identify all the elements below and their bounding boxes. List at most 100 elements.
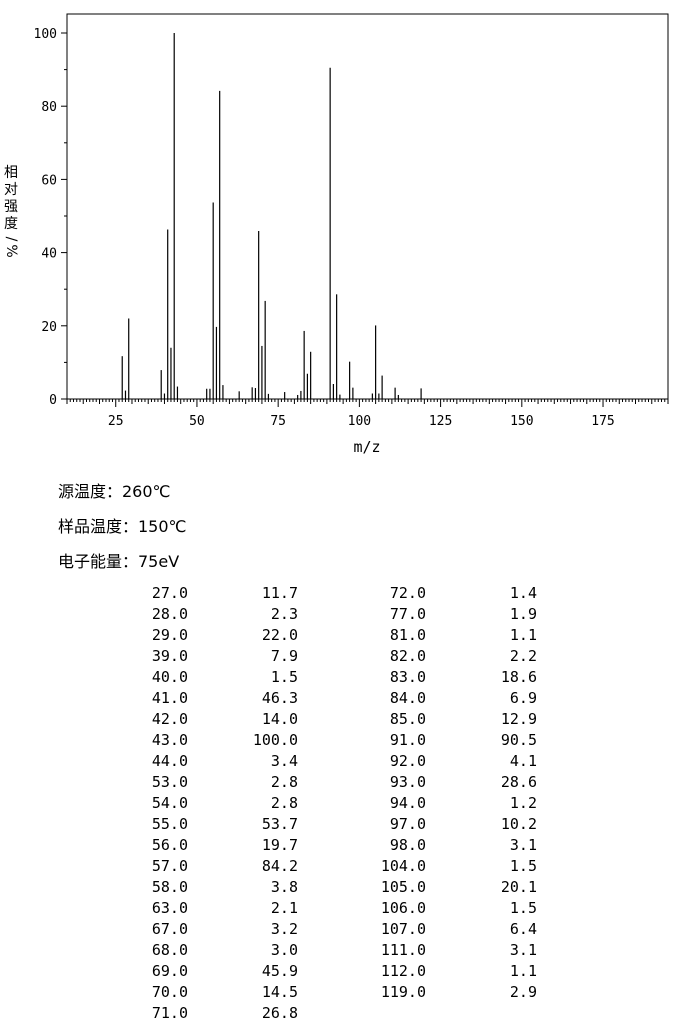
table-intensity-cell: 2.3 [270,605,298,623]
table-mz-cell: 63.0 [151,899,188,917]
table-intensity-cell: 45.9 [261,962,298,980]
table-intensity-cell: 28.6 [500,773,537,791]
table-mz-cell: 107.0 [380,920,426,938]
x-tick-label: 100 [348,414,371,429]
table-mz-cell: 57.0 [151,857,188,875]
x-tick-label: 150 [510,414,533,429]
plot-frame [66,13,669,400]
table-intensity-cell: 1.1 [509,626,537,644]
table-mz-cell: 54.0 [151,794,188,812]
x-tick-label: 50 [189,414,205,429]
table-mz-cell: 91.0 [389,731,426,749]
table-intensity-cell: 84.2 [261,857,298,875]
table-mz-cell: 27.0 [151,584,188,602]
table-intensity-cell: 2.8 [270,773,298,791]
table-mz-cell: 106.0 [380,899,426,917]
table-intensity-cell: 2.1 [270,899,298,917]
y-axis-label: 相对强度 /% [2,165,20,258]
table-intensity-cell: 3.8 [270,878,298,896]
y-axis-label-char: 度 [4,216,18,232]
table-mz-cell: 41.0 [151,689,188,707]
table-mz-cell: 98.0 [389,836,426,854]
table-mz-cell: 58.0 [151,878,188,896]
table-intensity-cell: 10.2 [500,815,537,833]
table-mz-cell: 105.0 [380,878,426,896]
sample-temperature: 样品温度：150℃ [58,517,187,536]
table-mz-cell: 71.0 [151,1004,188,1022]
y-tick-label: 40 [41,247,57,262]
y-axis: 0 20 40 60 80 100 [34,27,67,408]
y-axis-label-char: 强 [4,199,18,215]
table-mz-cell: 56.0 [151,836,188,854]
y-axis-label-char: 对 [4,182,18,198]
table-mz-cell: 97.0 [389,815,426,833]
table-intensity-cell: 14.5 [261,983,298,1001]
table-mz-cell: 104.0 [380,857,426,875]
table-intensity-cell: 3.4 [270,752,298,770]
table-intensity-cell: 3.1 [509,941,537,959]
table-intensity-cell: 18.6 [500,668,537,686]
table-intensity-cell: 22.0 [261,626,298,644]
table-mz-cell: 119.0 [380,983,426,1001]
y-axis-label-char: 相 [4,165,18,181]
table-intensity-cell: 2.8 [270,794,298,812]
y-tick-label: 60 [41,173,57,188]
table-mz-cell: 69.0 [151,962,188,980]
table-mz-cell: 55.0 [151,815,188,833]
table-intensity-cell: 6.4 [509,920,537,938]
table-intensity-cell: 3.0 [270,941,298,959]
table-mz-cell: 68.0 [151,941,188,959]
table-mz-cell: 84.0 [389,689,426,707]
mass-spectrum-chart: 0 20 40 60 80 100 25 50 75 100 125 150 175 m/z [34,13,669,456]
y-axis-label-char: % [3,244,19,258]
table-intensity-cell: 26.8 [261,1004,298,1022]
table-mz-cell: 29.0 [151,626,188,644]
table-intensity-cell: 3.2 [270,920,298,938]
table-mz-cell: 94.0 [389,794,426,812]
table-mz-cell: 112.0 [380,962,426,980]
table-mz-cell: 77.0 [389,605,426,623]
table-intensity-cell: 1.4 [509,584,537,602]
y-tick-label: 0 [49,393,57,408]
spectrum-peaks [121,33,422,399]
table-mz-cell: 42.0 [151,710,188,728]
table-intensity-cell: 1.5 [270,668,298,686]
table-mz-cell: 67.0 [151,920,188,938]
table-mz-cell: 111.0 [380,941,426,959]
x-tick-label: 25 [108,414,124,429]
x-tick-label: 175 [591,414,614,429]
y-tick-label: 20 [41,320,57,335]
table-mz-cell: 93.0 [389,773,426,791]
table-intensity-cell: 1.2 [509,794,537,812]
y-tick-label: 100 [34,27,57,42]
table-intensity-cell: 1.5 [509,899,537,917]
x-axis: 25 50 75 100 125 150 175 [66,399,669,429]
table-intensity-cell: 1.9 [509,605,537,623]
table-intensity-cell: 2.9 [509,983,537,1001]
table-intensity-cell: 46.3 [261,689,298,707]
table-intensity-cell: 4.1 [509,752,537,770]
electron-energy: 电子能量：75eV [58,552,180,571]
table-mz-cell: 83.0 [389,668,426,686]
table-intensity-cell: 1.1 [509,962,537,980]
table-intensity-cell: 6.9 [509,689,537,707]
table-intensity-cell: 20.1 [500,878,537,896]
table-mz-cell: 82.0 [389,647,426,665]
table-intensity-cell: 7.9 [270,647,298,665]
table-mz-cell: 72.0 [389,584,426,602]
x-tick-label: 125 [429,414,452,429]
table-mz-cell: 28.0 [151,605,188,623]
table-intensity-cell: 100.0 [252,731,298,749]
x-tick-label: 75 [270,414,286,429]
table-intensity-cell: 90.5 [500,731,537,749]
table-mz-cell: 39.0 [151,647,188,665]
table-intensity-cell: 53.7 [261,815,298,833]
table-mz-cell: 40.0 [151,668,188,686]
table-mz-cell: 70.0 [151,983,188,1001]
source-temperature: 源温度：260℃ [58,482,171,501]
table-mz-cell: 53.0 [151,773,188,791]
table-mz-cell: 43.0 [151,731,188,749]
table-intensity-cell: 3.1 [509,836,537,854]
table-intensity-cell: 14.0 [261,710,298,728]
table-intensity-cell: 1.5 [509,857,537,875]
